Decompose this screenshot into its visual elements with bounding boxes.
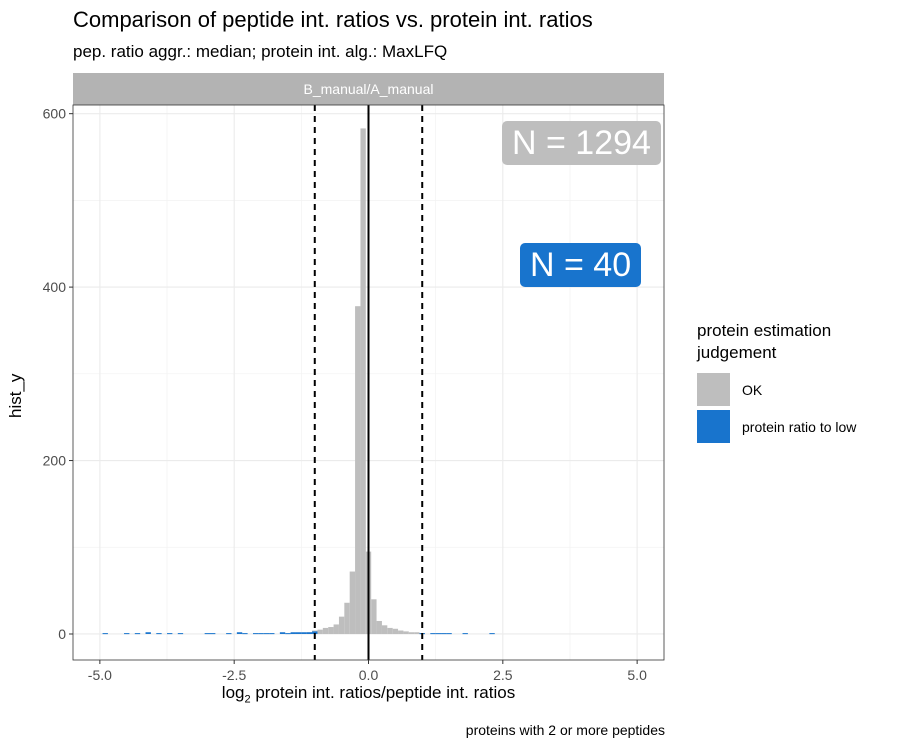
bar-ratio-low [177, 633, 184, 635]
bar-ratio-low [312, 631, 318, 634]
bar-ok [355, 306, 361, 634]
bar-ratio-low [269, 633, 275, 635]
x-tick-label: 0.0 [359, 667, 379, 683]
bar-ok [387, 627, 393, 634]
legend-item-ok: OK [697, 373, 762, 406]
bar-ratio-low [252, 633, 259, 635]
bar-ok [392, 628, 399, 634]
x-axis-label-suffix: protein int. ratios/peptide int. ratios [250, 683, 516, 702]
bar-ok [381, 625, 388, 634]
bar-ok [414, 632, 420, 634]
bar-ratio-low [462, 633, 468, 635]
y-axis-label: hist_y [6, 373, 25, 418]
x-axis-label-prefix: log [221, 683, 245, 702]
bar-ok [333, 624, 339, 634]
bar-ratio-low [489, 633, 495, 635]
bar-ok [328, 627, 334, 634]
bar-ratio-low [290, 632, 296, 634]
bar-ratio-low [236, 632, 243, 634]
legend-label-low: protein ratio to low [742, 418, 857, 435]
bar-ok [408, 632, 415, 634]
bar-ok [338, 616, 345, 634]
bar-ratio-low [242, 633, 248, 635]
bar-ratio-low [435, 633, 442, 635]
facet-strip-label: B_manual/A_manual [303, 81, 434, 97]
bar-ok [349, 571, 356, 634]
bar-ratio-low [134, 633, 141, 635]
chart-caption: proteins with 2 or more peptides [465, 722, 665, 738]
facet-strip [73, 73, 664, 105]
bar-ratio-low [430, 633, 436, 635]
bar-ratio-low [306, 632, 313, 634]
count-badge-ok: N = 1294 [502, 121, 661, 165]
legend-key-ok [697, 373, 730, 406]
bar-ok [317, 629, 323, 634]
bar-ok [403, 631, 409, 634]
x-tick-label: -2.5 [222, 667, 246, 683]
bar-ratio-low [258, 633, 264, 635]
bar-ok [322, 627, 329, 634]
bar-ok [398, 630, 404, 634]
x-tick-label: 2.5 [493, 667, 513, 683]
legend-item-low: protein ratio to low [697, 410, 856, 443]
bar-ok [371, 599, 377, 634]
bar-ratio-low [446, 633, 452, 635]
bar-ratio-low [156, 633, 162, 635]
bar-ratio-low [102, 633, 108, 635]
legend-title-line1: protein estimation [697, 321, 832, 340]
bar-ratio-low [263, 633, 270, 635]
x-tick-label: 5.0 [627, 667, 647, 683]
bar-ratio-low [295, 632, 302, 634]
chart-title: Comparison of peptide int. ratios vs. pr… [73, 7, 593, 32]
bar-ratio-low [210, 633, 216, 635]
bar-ratio-low [145, 632, 151, 634]
y-tick-label: 200 [43, 453, 67, 469]
bar-ratio-low [285, 633, 291, 635]
legend-title-line2: judgement [697, 343, 777, 362]
x-tick-label: -5.0 [88, 667, 112, 683]
bar-ratio-low [279, 632, 286, 634]
count-badge-low: N = 40 [520, 243, 642, 287]
bar-ok [344, 602, 350, 634]
bar-ok [376, 620, 382, 634]
bar-ok [360, 128, 366, 634]
bar-ratio-low [204, 633, 211, 635]
y-tick-label: 0 [58, 626, 66, 642]
legend-label-ok: OK [742, 381, 763, 398]
y-tick-label: 400 [43, 279, 67, 295]
legend-key-low [697, 410, 730, 443]
legend-title: protein estimation judgement [697, 320, 831, 364]
chart-subtitle: pep. ratio aggr.: median; protein int. a… [73, 42, 448, 61]
bar-ratio-low [226, 633, 232, 635]
x-axis-label: log2 protein int. ratios/peptide int. ra… [73, 683, 664, 705]
bar-ratio-low [441, 633, 447, 635]
bar-ratio-low [301, 632, 307, 634]
y-tick-label: 600 [43, 106, 67, 122]
bar-ratio-low [167, 633, 173, 635]
x-axis-label-subscript: 2 [244, 693, 251, 706]
bar-ratio-low [124, 633, 130, 635]
